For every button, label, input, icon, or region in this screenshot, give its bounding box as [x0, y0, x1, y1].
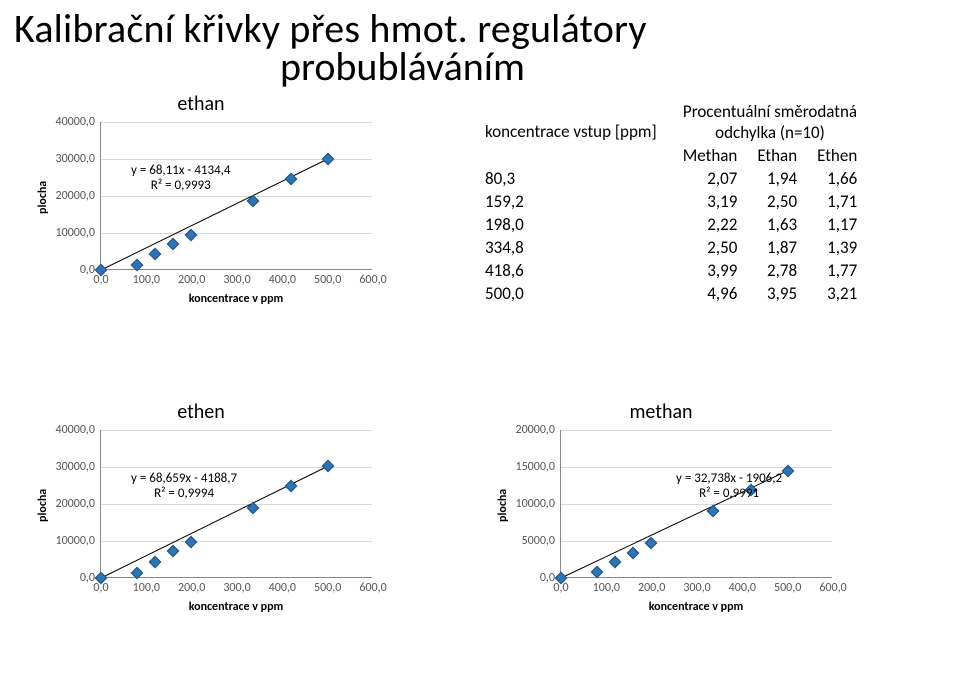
chart-ethen: ethen plocha 0,010000,020000,030000,040000…: [30, 400, 412, 623]
stats-hdr-sd: Procentuální směrodatnáodchylka (n=10): [673, 100, 868, 144]
y-tick: 5000,0: [522, 534, 555, 548]
trendline: [101, 430, 373, 578]
y-tick: 20000,0: [56, 189, 96, 203]
stats-table: koncentrace vstup [ppm] Procentuální smě…: [475, 100, 867, 305]
stats-cell: 500,0: [475, 282, 673, 305]
y-axis-label: plocha: [36, 489, 50, 522]
stats-row: 500,04,963,953,21: [475, 282, 867, 305]
x-tick: 400,0: [269, 273, 296, 287]
x-tick: 400,0: [729, 581, 756, 595]
stats-cell: 1,63: [747, 213, 807, 236]
stats-cell: 2,07: [673, 167, 748, 190]
stats-cell: 1,71: [807, 190, 867, 213]
chart-ethan: ethan plocha 0,010000,020000,030000,040000…: [30, 92, 412, 315]
y-tick: 20000,0: [516, 423, 556, 437]
stats-cell: 1,94: [747, 167, 807, 190]
x-tick: 200,0: [638, 581, 665, 595]
y-tick: 15000,0: [516, 460, 556, 474]
stats-row: 334,82,501,871,39: [475, 236, 867, 259]
stats-cell: 1,77: [807, 259, 867, 282]
y-tick: 30000,0: [56, 460, 96, 474]
trendline: [561, 430, 833, 578]
x-tick: 100,0: [593, 581, 620, 595]
regression-equation: y = 32,738x - 1906,2R² = 0,9991: [676, 472, 782, 502]
stats-col-ethan: Ethan: [747, 144, 807, 167]
x-tick: 300,0: [223, 273, 250, 287]
stats-row: 198,02,221,631,17: [475, 213, 867, 236]
chart-methan: methan plocha 0,05000,010000,015000,020000…: [490, 400, 872, 623]
y-tick: 30000,0: [56, 152, 96, 166]
y-tick: 10000,0: [56, 226, 96, 240]
y-tick: 10000,0: [56, 534, 96, 548]
stats-cell: 1,17: [807, 213, 867, 236]
stats-cell: 2,22: [673, 213, 748, 236]
y-tick: 10000,0: [516, 497, 556, 511]
stats-cell: 418,6: [475, 259, 673, 282]
x-tick: 100,0: [133, 273, 160, 287]
stats-cell: 1,66: [807, 167, 867, 190]
chart-title: ethen: [30, 400, 372, 424]
stats-col-ethen: Ethen: [807, 144, 867, 167]
plot-area: 0,05000,010000,015000,020000,00,0100,020…: [560, 430, 832, 578]
x-tick: 500,0: [314, 273, 341, 287]
x-tick: 100,0: [133, 581, 160, 595]
x-axis-label: koncentrace v ppm: [560, 600, 832, 614]
y-axis-label: plocha: [36, 181, 50, 214]
x-tick: 600,0: [359, 581, 386, 595]
stats-row: 159,23,192,501,71: [475, 190, 867, 213]
regression-equation: y = 68,11x - 4134,4R² = 0,9993: [131, 164, 231, 194]
x-tick: 500,0: [314, 581, 341, 595]
stats-col-methan: Methan: [673, 144, 748, 167]
stats-cell: 1,87: [747, 236, 807, 259]
stats-cell: 159,2: [475, 190, 673, 213]
chart-title: methan: [490, 400, 832, 424]
plot-area: 0,010000,020000,030000,040000,00,0100,02…: [100, 122, 372, 270]
x-axis-label: koncentrace v ppm: [100, 600, 372, 614]
regression-equation: y = 68,659x - 4188,7R² = 0,9994: [131, 472, 237, 502]
stats-cell: 80,3: [475, 167, 673, 190]
x-tick: 200,0: [178, 581, 205, 595]
stats-cell: 3,99: [673, 259, 748, 282]
stats-cell: 4,96: [673, 282, 748, 305]
stats-cell: 334,8: [475, 236, 673, 259]
stats-cell: 3,21: [807, 282, 867, 305]
stats-cell: 1,39: [807, 236, 867, 259]
stats-cell: 2,50: [673, 236, 748, 259]
x-tick: 500,0: [774, 581, 801, 595]
stats-row: 418,63,992,781,77: [475, 259, 867, 282]
trendline: [101, 122, 373, 270]
stats-cell: 3,19: [673, 190, 748, 213]
stats-row: 80,32,071,941,66: [475, 167, 867, 190]
y-axis-label: plocha: [496, 489, 510, 522]
stats-hdr-conc: koncentrace vstup [ppm]: [475, 100, 673, 144]
chart-title: ethan: [30, 92, 372, 116]
y-tick: 20000,0: [56, 497, 96, 511]
stats-cell: 2,78: [747, 259, 807, 282]
stats-cell: 3,95: [747, 282, 807, 305]
x-tick: 300,0: [223, 581, 250, 595]
x-tick: 200,0: [178, 273, 205, 287]
x-tick: 600,0: [819, 581, 846, 595]
x-tick: 600,0: [359, 273, 386, 287]
x-tick: 400,0: [269, 581, 296, 595]
y-tick: 40000,0: [56, 423, 96, 437]
plot-area: 0,010000,020000,030000,040000,00,0100,02…: [100, 430, 372, 578]
stats-cell: 198,0: [475, 213, 673, 236]
x-axis-label: koncentrace v ppm: [100, 292, 372, 306]
x-tick: 300,0: [683, 581, 710, 595]
page-subtitle: probubláváním: [280, 42, 525, 91]
y-tick: 40000,0: [56, 115, 96, 129]
stats-cell: 2,50: [747, 190, 807, 213]
